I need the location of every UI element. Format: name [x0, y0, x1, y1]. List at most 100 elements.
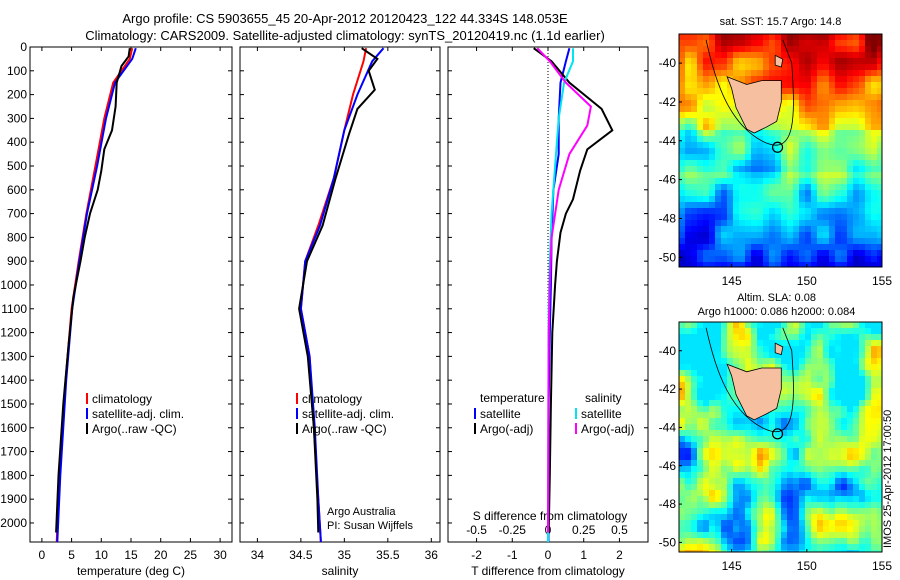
depth-contour — [705, 327, 794, 433]
legend-label: satellite — [581, 407, 622, 421]
y-tick-label: -40 — [659, 344, 677, 358]
map-title: Altim. SLA: 0.08 — [737, 292, 816, 304]
x-tick-label: 145 — [722, 559, 742, 573]
side-label: IMOS 25-Apr-2012 17:00:50 — [882, 410, 894, 548]
y-tick-label: 1100 — [1, 302, 27, 316]
x-tick-label: 34.5 — [289, 548, 313, 562]
y-tick-label: 1800 — [0, 468, 27, 482]
x-tick-label: 1 — [580, 548, 587, 562]
figure-title-line-1: Argo profile: CS 5903655_45 20-Apr-2012 … — [122, 11, 568, 26]
plot-frame — [29, 46, 233, 543]
annotation-text: Argo Australia — [327, 506, 396, 518]
y-tick-label: -46 — [659, 459, 677, 473]
y-tick-label: 700 — [7, 207, 27, 221]
x2-tick-label: -0.5 — [466, 523, 487, 537]
y-tick-label: 500 — [7, 159, 27, 173]
legend-label: Argo(-adj) — [581, 422, 634, 436]
x-tick-label: 35 — [338, 548, 352, 562]
x-tick-label: 155 — [872, 559, 892, 573]
panel-difference: -2 -1 0 1 2 T difference from climatology -0.5… — [447, 46, 649, 578]
legend-label: climatology — [302, 392, 362, 406]
x-tick-label: 155 — [872, 274, 892, 288]
x-axis-label: T difference from climatology — [471, 564, 625, 578]
y-tick-label: 1900 — [0, 492, 27, 506]
x2-tick-label: 0.25 — [572, 523, 596, 537]
series-line — [533, 47, 614, 533]
x-tick-label: 35.5 — [376, 548, 400, 562]
y-tick-label: 1400 — [0, 373, 27, 387]
annotation-text: PI: Susan Wijffels — [327, 520, 413, 532]
y-tick-label: -48 — [659, 497, 677, 511]
legend-heading-temperature: temperature — [480, 391, 545, 405]
land-tasmania — [726, 363, 782, 421]
x-tick-label: 10 — [95, 548, 109, 562]
depth-contour — [705, 39, 794, 146]
y-tick-label: 800 — [7, 230, 27, 244]
x2-tick-label: -0.25 — [499, 523, 527, 537]
legend-label: Argo(..raw -QC) — [302, 422, 387, 436]
y-tick-label: -44 — [659, 134, 677, 148]
series-line — [298, 47, 379, 533]
figure-title-line-2: Climatology: CARS2009. Satellite-adjuste… — [85, 28, 605, 43]
map-field — [679, 34, 882, 267]
map-sla-map: 145 150 155 -40 -42 -44 -46 -48 -50 Altim. SLA: 0… — [659, 292, 893, 573]
plot-frame — [239, 46, 441, 543]
legend-label: Argo(-adj) — [480, 422, 533, 436]
y-tick-label: 1200 — [0, 326, 27, 340]
legend-label: climatology — [92, 392, 152, 406]
land-island — [774, 54, 784, 68]
y-tick-label: -42 — [659, 382, 677, 396]
x2-tick-label: 0.5 — [611, 523, 628, 537]
y-tick-label: 2000 — [0, 516, 27, 530]
x-tick-label: 150 — [797, 274, 817, 288]
y-tick-label: -50 — [659, 250, 677, 264]
x-tick-label: 34 — [251, 548, 265, 562]
y-tick-label: 1700 — [0, 445, 27, 459]
x-tick-label: 30 — [213, 548, 227, 562]
y-tick-label: -40 — [659, 56, 677, 70]
x-tick-label: 20 — [154, 548, 168, 562]
map-frame — [678, 33, 883, 268]
argo-marker — [771, 141, 784, 153]
y-tick-label: 1300 — [0, 349, 27, 363]
x-tick-label: 36 — [425, 548, 439, 562]
map-title: sat. SST: 15.7 Argo: 14.8 — [720, 16, 842, 28]
panel-salinity: 34 34.5 35 35.5 36 salinity climatologysatelli… — [239, 46, 441, 578]
legend-label: satellite — [480, 407, 521, 421]
y-tick-label: -48 — [659, 211, 677, 225]
x-tick-label: 0 — [39, 548, 46, 562]
y-tick-label: 100 — [7, 64, 27, 78]
y-tick-label: -44 — [659, 420, 677, 434]
land-island — [774, 342, 784, 356]
x-axis-label: salinity — [322, 564, 359, 578]
x-axis-label: temperature (deg C) — [77, 564, 185, 578]
x-tick-label: 2 — [616, 548, 623, 562]
x-tick-label: 145 — [722, 274, 742, 288]
map-frame — [678, 321, 883, 553]
map-subtitle: Argo h1000: 0.086 h2000: 0.084 — [698, 306, 856, 318]
legend-label: satellite-adj. clim. — [92, 407, 184, 421]
legend-label: Argo(..raw -QC) — [92, 422, 177, 436]
y-tick-label: 1000 — [0, 278, 27, 292]
x-tick-label: 15 — [124, 548, 138, 562]
argo-marker — [771, 428, 784, 440]
series-line — [55, 48, 131, 533]
x-tick-label: -1 — [507, 548, 518, 562]
x-tick-label: 25 — [184, 548, 198, 562]
y-tick-label: 0 — [20, 40, 27, 54]
y-tick-label: 300 — [7, 111, 27, 125]
map-field — [679, 322, 882, 552]
y-tick-label: 900 — [7, 254, 27, 268]
legend-label: satellite-adj. clim. — [302, 407, 394, 421]
y-tick-label: 1600 — [0, 421, 27, 435]
y-tick-label: 600 — [7, 183, 27, 197]
x-tick-label: 5 — [68, 548, 75, 562]
map-sst-map: 145 150 155 -40 -42 -44 -46 -48 -50 sat. SST: 15.… — [659, 16, 893, 288]
legend-heading-salinity: salinity — [585, 391, 622, 405]
y-tick-label: -46 — [659, 173, 677, 187]
series-line — [56, 47, 137, 543]
y-tick-label: 1500 — [0, 397, 27, 411]
land-tasmania — [726, 75, 782, 134]
y-tick-label: 400 — [7, 135, 27, 149]
